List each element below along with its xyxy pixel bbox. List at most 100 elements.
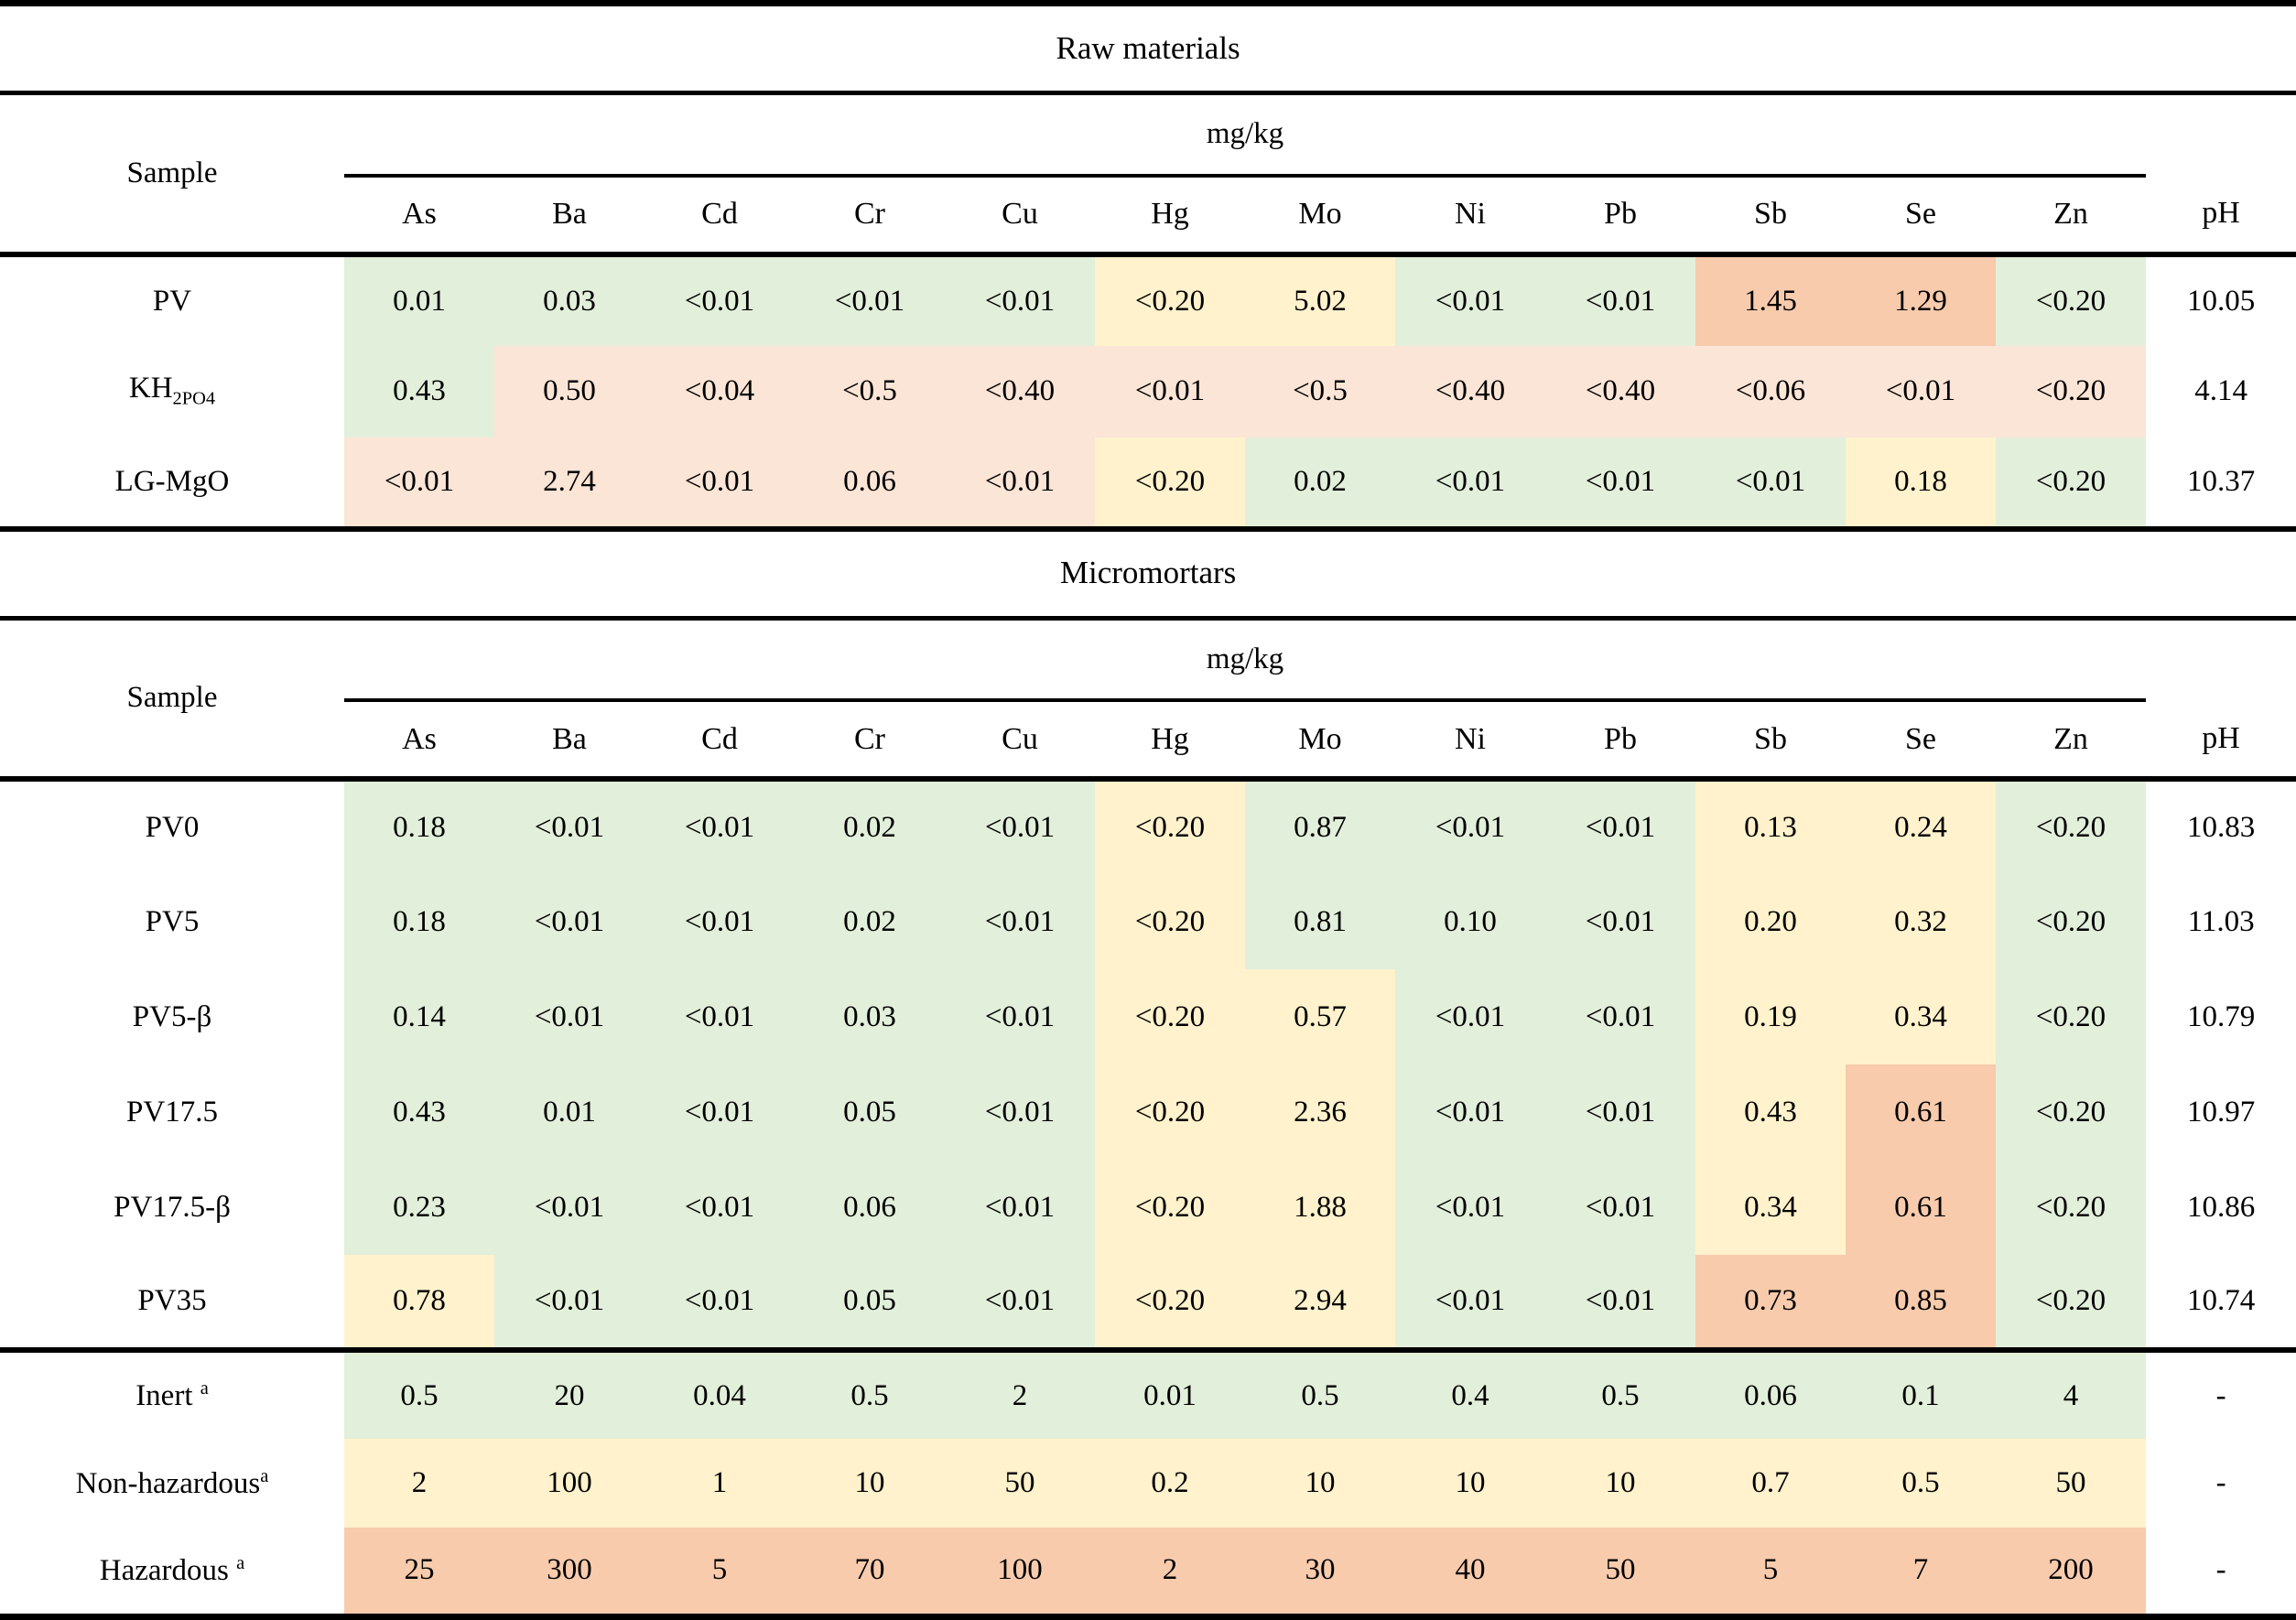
table-row: PV5-β 0.14 <0.01 <0.01 0.03 <0.01 <0.20 0.57 <0.…	[0, 969, 2296, 1064]
col-header-sb: Sb	[1695, 175, 1846, 257]
value-cell-cd: <0.01	[644, 779, 795, 874]
value-cell-zn: <0.20	[1996, 345, 2146, 437]
col-header-as: As	[344, 175, 494, 257]
ph-value: -	[2146, 1439, 2296, 1528]
value-cell-zn: <0.20	[1996, 874, 2146, 969]
col-header-sb: Sb	[1695, 700, 1846, 782]
value-cell-cd: <0.04	[644, 345, 795, 437]
value-cell-cd: <0.01	[644, 254, 795, 346]
limit-cell-zn: 4	[1996, 1347, 2146, 1439]
value-cell-ni: <0.01	[1395, 969, 1545, 1064]
ph-value: 10.79	[2146, 969, 2296, 1064]
value-cell-ni: <0.01	[1395, 437, 1545, 529]
value-cell-ni: <0.01	[1395, 254, 1545, 346]
value-cell-zn: <0.20	[1996, 779, 2146, 874]
limit-cell-pb: 50	[1545, 1528, 1695, 1616]
limit-cell-as: 2	[344, 1439, 494, 1528]
value-cell-pb: <0.01	[1545, 254, 1695, 346]
unit-header: mg/kg	[344, 92, 2146, 178]
value-cell-ba: <0.01	[494, 874, 644, 969]
limit-cell-cd: 5	[644, 1528, 795, 1616]
row-label: PV0	[0, 779, 344, 874]
table-row: PV17.5 0.43 0.01 <0.01 0.05 <0.01 <0.20 2.36 <0.…	[0, 1064, 2296, 1160]
value-cell-pb: <0.01	[1545, 1255, 1695, 1350]
value-cell-cr: 0.05	[795, 1064, 945, 1160]
value-cell-sb: 0.20	[1695, 874, 1846, 969]
value-cell-ni: <0.40	[1395, 345, 1545, 437]
limit-cell-se: 0.5	[1846, 1439, 1996, 1528]
value-cell-se: <0.01	[1846, 345, 1996, 437]
col-header-hg: Hg	[1095, 700, 1245, 782]
value-cell-sb: 0.13	[1695, 779, 1846, 874]
limit-cell-se: 0.1	[1846, 1347, 1996, 1439]
value-cell-cu: <0.01	[945, 1255, 1095, 1350]
value-cell-cd: <0.01	[644, 874, 795, 969]
value-cell-ba: <0.01	[494, 969, 644, 1064]
limit-row: Non-hazardousa 2 100 1 10 50 0.2 10 10 10 0.7 0.5 50…	[0, 1439, 2296, 1528]
ph-value: -	[2146, 1528, 2296, 1616]
header-unit-row: Sample mg/kg	[0, 618, 2296, 782]
row-label: PV5	[0, 874, 344, 969]
sample-header: Sample	[0, 618, 344, 782]
row-label: PV17.5-β	[0, 1160, 344, 1255]
limit-cell-as: 25	[344, 1528, 494, 1616]
value-cell-mo: 2.94	[1245, 1255, 1395, 1350]
value-cell-as: 0.14	[344, 969, 494, 1064]
table-row: LG-MgO <0.01 2.74 <0.01 0.06 <0.01 <0.20 0.02 <0…	[0, 437, 2296, 529]
value-cell-mo: <0.5	[1245, 345, 1395, 437]
value-cell-se: 0.85	[1846, 1255, 1996, 1350]
limit-row: Hazardous a 25 300 5 70 100 2 30 40 50 5 7 200-	[0, 1528, 2296, 1616]
value-cell-cr: 0.06	[795, 1160, 945, 1255]
value-cell-cr: 0.02	[795, 874, 945, 969]
value-cell-hg: <0.20	[1095, 1160, 1245, 1255]
limit-cell-ni: 40	[1395, 1528, 1545, 1616]
value-cell-cu: <0.01	[945, 254, 1095, 346]
row-label: PV	[0, 254, 344, 346]
ph-header: pH	[2146, 175, 2296, 257]
value-cell-ba: <0.01	[494, 1255, 644, 1350]
limit-cell-mo: 0.5	[1245, 1347, 1395, 1439]
value-cell-hg: <0.20	[1095, 1255, 1245, 1350]
col-header-ni: Ni	[1395, 175, 1545, 257]
col-header-ba: Ba	[494, 175, 644, 257]
value-cell-cu: <0.01	[945, 437, 1095, 529]
limit-cell-cr: 70	[795, 1528, 945, 1616]
value-cell-se: 1.29	[1846, 254, 1996, 346]
value-cell-ba: <0.01	[494, 779, 644, 874]
value-cell-ni: <0.01	[1395, 1160, 1545, 1255]
value-cell-mo: 0.81	[1245, 874, 1395, 969]
value-cell-mo: 0.57	[1245, 969, 1395, 1064]
value-cell-se: 0.24	[1846, 779, 1996, 874]
col-header-pb: Pb	[1545, 700, 1695, 782]
limit-cell-hg: 0.01	[1095, 1347, 1245, 1439]
value-cell-cr: <0.5	[795, 345, 945, 437]
limit-label: Non-hazardousa	[0, 1439, 344, 1528]
limit-cell-ba: 20	[494, 1347, 644, 1439]
value-cell-hg: <0.20	[1095, 874, 1245, 969]
value-cell-sb: 0.73	[1695, 1255, 1846, 1350]
ph-value: -	[2146, 1347, 2296, 1439]
limit-cell-ni: 10	[1395, 1439, 1545, 1528]
col-header-cd: Cd	[644, 700, 795, 782]
limit-cell-zn: 50	[1996, 1439, 2146, 1528]
limit-cell-sb: 5	[1695, 1528, 1846, 1616]
limit-cell-sb: 0.7	[1695, 1439, 1846, 1528]
limit-cell-cr: 10	[795, 1439, 945, 1528]
value-cell-ba: <0.01	[494, 1160, 644, 1255]
value-cell-zn: <0.20	[1996, 1064, 2146, 1160]
row-label: PV17.5	[0, 1064, 344, 1160]
limit-cell-hg: 0.2	[1095, 1439, 1245, 1528]
limit-cell-pb: 0.5	[1545, 1347, 1695, 1439]
ph-header: pH	[2146, 700, 2296, 782]
ph-value: 11.03	[2146, 874, 2296, 969]
ph-value: 10.86	[2146, 1160, 2296, 1255]
unit-header: mg/kg	[344, 618, 2146, 702]
section-title: Micromortars	[0, 525, 2296, 621]
row-label: LG-MgO	[0, 437, 344, 529]
value-cell-cr: 0.02	[795, 779, 945, 874]
value-cell-cu: <0.01	[945, 1160, 1095, 1255]
value-cell-ba: 0.50	[494, 345, 644, 437]
value-cell-hg: <0.20	[1095, 1064, 1245, 1160]
